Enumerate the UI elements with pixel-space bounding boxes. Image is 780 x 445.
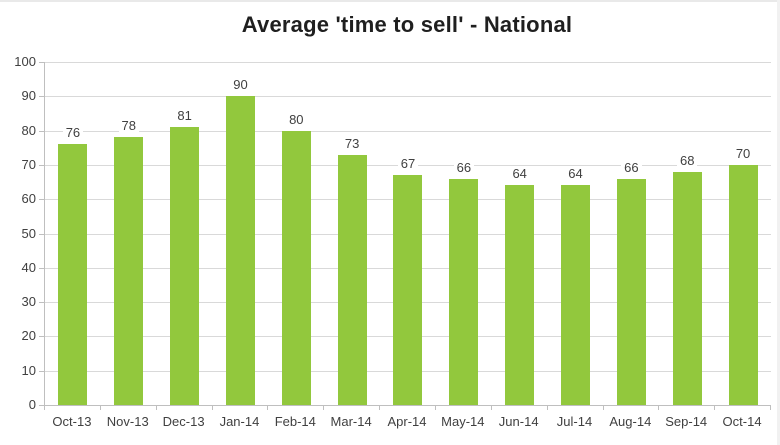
x-tick-label: Sep-14: [665, 414, 708, 429]
y-tick-mark: [39, 268, 44, 269]
gridline: [45, 62, 771, 63]
bar-value-label: 80: [286, 111, 307, 127]
bar-slot: 80: [268, 62, 324, 405]
x-tick-label: Nov-13: [106, 414, 149, 429]
y-tick-mark: [39, 302, 44, 303]
x-tick-label: Aug-14: [609, 414, 652, 429]
bar-value-label: 66: [453, 159, 475, 175]
y-tick-mark: [39, 234, 44, 235]
y-tick-mark: [39, 131, 44, 132]
chart-title: Average 'time to sell' - National: [241, 12, 573, 37]
bar: [616, 178, 646, 405]
bar-value-label: 81: [174, 108, 195, 124]
screenshot-top-edge: [0, 0, 780, 2]
gridline: [45, 131, 771, 132]
bar-value-label: 67: [397, 156, 419, 172]
y-tick-mark: [39, 96, 44, 97]
x-tick-mark: [267, 406, 269, 410]
x-tick-mark: [546, 406, 548, 410]
bar-slot: 66: [436, 62, 492, 405]
y-tick-label: 40: [21, 260, 36, 275]
y-tick-mark: [39, 62, 44, 63]
bar-value-label: 66: [621, 159, 642, 175]
x-tick-label: Mar-14: [330, 414, 372, 429]
bar-value-label: 90: [230, 77, 251, 93]
x-tick-label: Apr-14: [387, 414, 427, 429]
x-tick-mark: [714, 406, 716, 410]
bar: [58, 144, 88, 405]
bar-series: 76 78 81 90 80 73 67 66 64 64 66 68 70: [45, 62, 771, 405]
y-tick-label: 50: [21, 226, 36, 241]
bar-value-label: 68: [676, 152, 698, 168]
x-tick-label: Dec-13: [162, 414, 205, 429]
x-tick-mark: [490, 406, 492, 410]
bar-slot: 81: [157, 62, 213, 405]
bar: [393, 175, 423, 405]
bar: [728, 164, 758, 405]
bar-slot: 66: [603, 62, 659, 405]
y-tick-mark: [39, 199, 44, 200]
x-tick-label: Oct-14: [722, 414, 762, 429]
x-tick-label: Jul-14: [556, 414, 593, 429]
x-tick-mark: [658, 406, 660, 410]
x-tick-mark: [211, 406, 213, 410]
bar: [281, 130, 311, 405]
bar-value-label: 64: [509, 166, 530, 182]
x-tick-label: Feb-14: [274, 414, 316, 429]
bar: [449, 178, 479, 405]
x-tick-mark: [602, 406, 604, 410]
bar: [225, 96, 255, 405]
bar-slot: 68: [659, 62, 715, 405]
bar: [114, 137, 144, 405]
x-tick-mark: [155, 406, 157, 410]
bar: [561, 185, 591, 405]
bar-value-label: 76: [62, 125, 84, 141]
bar-value-label: 78: [118, 118, 139, 134]
bar-slot: 64: [492, 62, 548, 405]
x-tick-mark: [379, 406, 381, 410]
bar-slot: 90: [213, 62, 269, 405]
y-tick-label: 80: [21, 123, 36, 138]
bar-slot: 64: [548, 62, 604, 405]
x-tick-label: Jun-14: [498, 414, 539, 429]
y-tick-label: 30: [21, 294, 36, 309]
y-tick-mark: [39, 371, 44, 372]
x-tick-label: May-14: [441, 414, 485, 429]
bar-slot: 73: [324, 62, 380, 405]
plot-area: 76 78 81 90 80 73 67 66 64 64 66 68 70: [44, 62, 771, 406]
y-tick-label: 100: [14, 54, 36, 69]
y-tick-label: 20: [21, 328, 36, 343]
x-tick-mark: [323, 406, 325, 410]
y-tick-label: 90: [21, 88, 36, 103]
x-tick-mark: [44, 406, 45, 410]
gridline: [45, 96, 771, 97]
bar: [505, 185, 535, 405]
y-tick-mark: [39, 165, 44, 166]
bar: [170, 127, 200, 405]
x-tick-label: Oct-13: [52, 414, 92, 429]
screenshot-right-edge: [777, 0, 780, 445]
bar-slot: 76: [45, 62, 101, 405]
bar-slot: 70: [715, 62, 771, 405]
x-tick-mark: [434, 406, 436, 410]
y-tick-label: 0: [28, 397, 36, 412]
bar-value-label: 73: [341, 135, 363, 151]
x-tick-mark: [99, 406, 101, 410]
x-axis-labels: Oct-13 Nov-13 Dec-13 Jan-14 Feb-14 Mar-14 Apr-…: [44, 414, 770, 429]
bar: [672, 171, 702, 405]
x-tick-label: Jan-14: [219, 414, 260, 429]
bar-value-label: 64: [565, 166, 586, 182]
y-tick-mark: [39, 405, 44, 406]
x-tick-mark: [770, 406, 771, 410]
y-tick-label: 60: [21, 191, 36, 206]
y-tick-mark: [39, 336, 44, 337]
y-tick-label: 70: [21, 157, 36, 172]
bar-slot: 78: [101, 62, 157, 405]
bar-slot: 67: [380, 62, 436, 405]
bar-value-label: 70: [732, 145, 754, 161]
y-tick-label: 10: [21, 363, 36, 378]
bar: [337, 154, 367, 405]
